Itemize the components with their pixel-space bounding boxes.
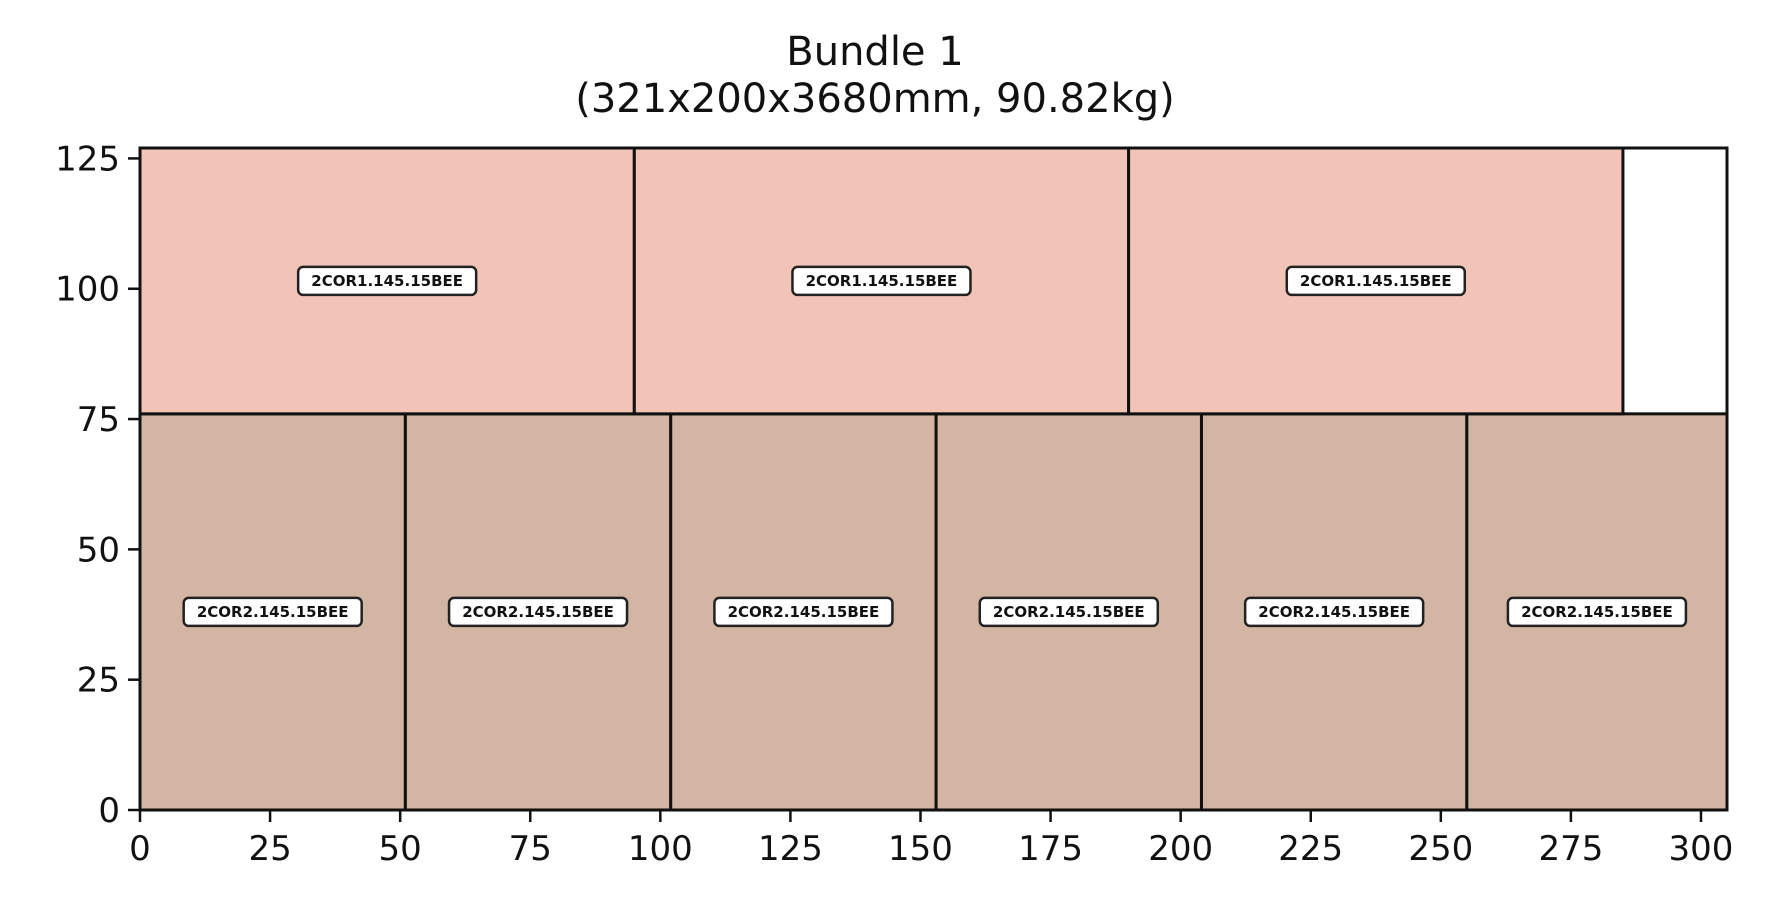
x-tick-label: 25 xyxy=(248,829,291,869)
packed-item-5: 2COR2.145.15BEE xyxy=(1199,412,1469,812)
rects-layer: 2COR2.145.15BEE 2COR2.145.15BEE 2COR2.145.… xyxy=(138,146,1729,812)
chart-title-line-2: (321x200x3680mm, 90.82kg) xyxy=(575,76,1174,122)
packed-item-label-box xyxy=(791,265,972,297)
packed-item-label: 2COR2.145.15BEE xyxy=(1521,603,1673,621)
packed-item-7: 2COR1.145.15BEE xyxy=(138,146,636,416)
packed-item-label: 2COR2.145.15BEE xyxy=(728,603,880,621)
packed-item-label-box xyxy=(182,596,363,628)
packed-item-label: 2COR1.145.15BEE xyxy=(1300,272,1452,290)
packed-item-4: 2COR2.145.15BEE xyxy=(934,412,1203,812)
packed-item-3: 2COR2.145.15BEE xyxy=(669,412,938,812)
packed-item-label-box xyxy=(978,596,1160,628)
x-tick-label: 100 xyxy=(628,829,693,869)
packed-item-label: 2COR2.145.15BEE xyxy=(1258,603,1410,621)
x-tick-label: 150 xyxy=(888,829,953,869)
packed-item-label-box xyxy=(1243,596,1425,628)
x-tick-label: 225 xyxy=(1278,829,1343,869)
packed-item-8: 2COR1.145.15BEE xyxy=(632,146,1131,416)
packed-item-label-box xyxy=(296,265,478,297)
x-tick-label: 0 xyxy=(129,829,151,869)
packed-item-label-box xyxy=(1506,596,1688,628)
packed-item-label: 2COR1.145.15BEE xyxy=(806,272,958,290)
packed-item-label: 2COR2.145.15BEE xyxy=(462,603,614,621)
axes-layer: 0 25 50 75 100 125 150 175 200 225 250 275 300 0 25 50 7… xyxy=(55,139,1733,869)
x-tick-label: 275 xyxy=(1538,829,1603,869)
chart-title-line-1: Bundle 1 xyxy=(786,29,963,75)
y-tick-label: 100 xyxy=(55,270,120,310)
x-tick-label: 125 xyxy=(758,829,823,869)
packed-item-label-box xyxy=(1285,265,1467,297)
packed-item-2: 2COR2.145.15BEE xyxy=(403,412,673,812)
packed-item-1: 2COR2.145.15BEE xyxy=(138,412,407,812)
y-tick-label: 25 xyxy=(77,661,120,701)
x-tick-label: 175 xyxy=(1018,829,1083,869)
y-tick-label: 0 xyxy=(98,791,120,831)
x-tick-label: 50 xyxy=(379,829,422,869)
packed-item-label: 2COR1.145.15BEE xyxy=(311,272,463,290)
packed-item-label-box xyxy=(713,596,894,628)
x-tick-label: 200 xyxy=(1148,829,1213,869)
y-tick-label: 125 xyxy=(55,139,120,179)
x-tick-label: 300 xyxy=(1669,829,1734,869)
packed-item-label: 2COR2.145.15BEE xyxy=(993,603,1145,621)
y-tick-label: 50 xyxy=(77,530,120,570)
packed-item-6: 2COR2.145.15BEE xyxy=(1465,412,1729,812)
packed-item-label: 2COR2.145.15BEE xyxy=(197,603,349,621)
x-tick-label: 75 xyxy=(509,829,552,869)
y-tick-label: 75 xyxy=(77,400,120,440)
plot-frame xyxy=(138,146,1729,812)
packed-item-9: 2COR1.145.15BEE xyxy=(1127,146,1625,416)
packed-item-label-box xyxy=(447,596,629,628)
x-tick-label: 250 xyxy=(1408,829,1473,869)
